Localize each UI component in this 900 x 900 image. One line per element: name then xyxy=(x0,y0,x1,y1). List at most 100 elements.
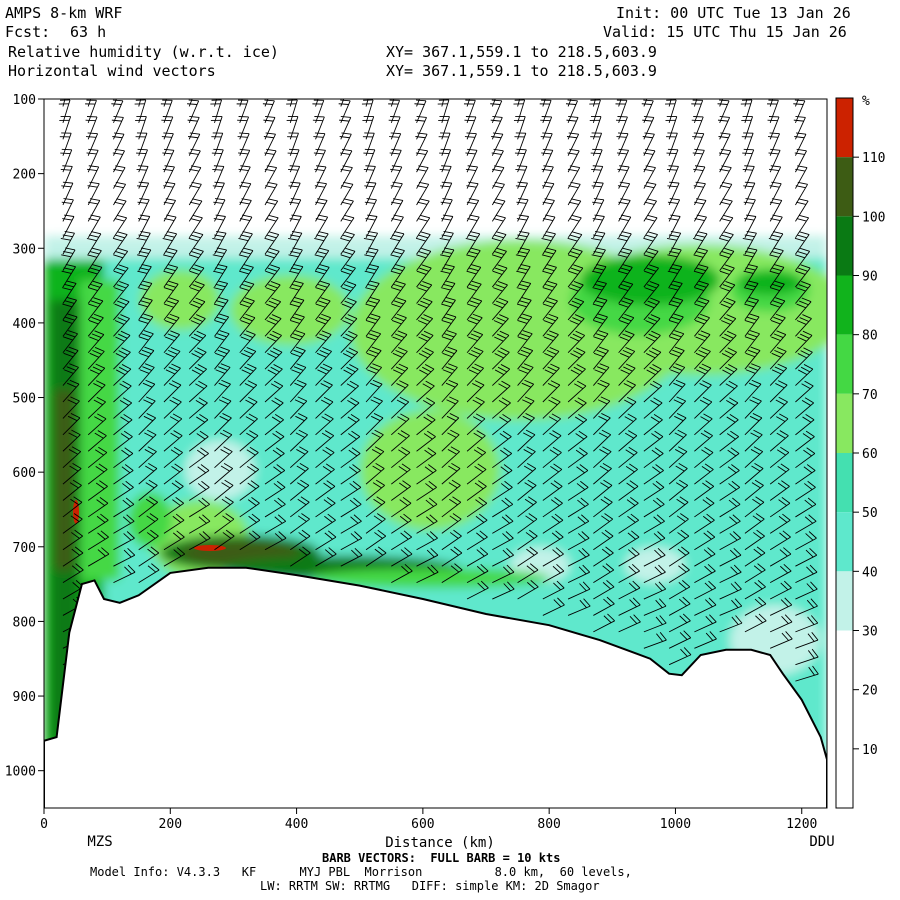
wind-barb-feather xyxy=(420,300,430,306)
wind-barb-feather xyxy=(524,396,535,402)
wind-barb-feather xyxy=(741,83,751,84)
wind-barb-feather xyxy=(544,251,554,255)
wind-barb xyxy=(542,183,555,206)
x-tick-label: 600 xyxy=(411,817,434,832)
wind-barb-feather xyxy=(803,449,812,457)
wind-barb-feather xyxy=(526,582,536,590)
wind-barb-feather xyxy=(119,399,129,406)
wind-barb-feather xyxy=(276,480,286,488)
wind-barb-feather xyxy=(648,264,659,269)
wind-barb-feather xyxy=(808,531,817,539)
wind-barb-feather xyxy=(93,383,103,389)
wind-barb-feather xyxy=(695,251,706,255)
colorbar-swatch xyxy=(836,571,853,631)
wind-barb-feather xyxy=(137,218,148,221)
wind-barb-feather xyxy=(548,399,558,406)
wind-barb-feather xyxy=(747,316,757,321)
wind-barb-feather xyxy=(667,201,678,204)
wind-barb-feather xyxy=(215,352,225,358)
wind-barb-feather xyxy=(666,238,677,241)
wind-barb-feather xyxy=(477,463,487,470)
wind-barb-feather xyxy=(365,320,376,324)
wind-barb-feather xyxy=(756,546,766,554)
wind-barb-feather xyxy=(425,397,436,404)
wind-barb-feather xyxy=(476,446,486,453)
colorbar-tick-label: 110 xyxy=(862,151,885,166)
wind-barb-feather xyxy=(225,513,235,520)
wind-barb-feather xyxy=(124,566,132,575)
wind-barb-feather xyxy=(801,297,812,303)
wind-barb-feather xyxy=(517,181,528,184)
wind-barb-feather xyxy=(419,369,429,375)
wind-barb-feather xyxy=(469,283,480,288)
wind-barb-feather xyxy=(65,333,76,338)
wind-barb-feather xyxy=(567,254,578,259)
wind-barb-feather xyxy=(804,380,814,387)
wind-barb-feather xyxy=(297,396,307,402)
wind-barb-feather xyxy=(518,214,529,217)
wind-barb-feather xyxy=(391,201,402,205)
wind-barb-feather xyxy=(342,336,353,342)
wind-barb-feather xyxy=(811,632,819,641)
wind-barb-feather xyxy=(125,497,135,505)
wind-barb-feather xyxy=(721,251,732,255)
wind-barb-feather xyxy=(519,300,530,304)
wind-barb-feather xyxy=(196,416,206,423)
wind-barb-feather xyxy=(694,287,704,292)
wind-barb-feather xyxy=(277,497,286,505)
wind-barb xyxy=(441,249,455,271)
wind-barb-feather xyxy=(602,565,611,573)
wind-barb-feather xyxy=(619,352,630,358)
wind-barb-feather xyxy=(695,234,706,238)
wind-barb-feather xyxy=(626,482,636,490)
wind-barb-feather xyxy=(365,287,375,291)
valid-time: Valid: 15 UTC Thu 15 Jan 26 xyxy=(603,23,847,41)
wind-barb-feather xyxy=(414,103,425,105)
wind-barb-feather xyxy=(66,280,77,284)
wind-barb-feather xyxy=(223,446,233,452)
wind-barb-feather xyxy=(466,185,477,188)
wind-barb-feather xyxy=(502,549,511,558)
wind-barb-feather xyxy=(652,466,661,474)
wind-barb-feather xyxy=(650,399,660,406)
wind-barb-feather xyxy=(577,516,586,524)
wind-barb-feather xyxy=(618,218,629,222)
wind-barb-feather xyxy=(163,132,174,135)
wind-barb-feather xyxy=(217,280,228,284)
wind-barb-feather xyxy=(722,198,733,202)
wind-barb-feather xyxy=(757,580,766,588)
wind-barb-feather xyxy=(87,254,98,258)
wind-barb-feather xyxy=(246,449,256,456)
wind-barb-feather xyxy=(499,314,509,319)
wind-barb-feather xyxy=(238,168,249,172)
wind-barb xyxy=(163,553,185,567)
wind-barb-feather xyxy=(574,383,584,390)
wind-barb-feather xyxy=(266,303,276,309)
xy-range-2: XY= 367.1,559.1 to 218.5,603.9 xyxy=(386,62,657,80)
wind-barb-feather xyxy=(298,532,307,539)
wind-barb-feather xyxy=(493,201,504,205)
wind-barb-feather xyxy=(198,499,207,507)
wind-barb-feather xyxy=(527,496,537,503)
wind-barb-feather xyxy=(119,281,129,286)
wind-barb xyxy=(491,99,496,107)
wind-barb-feather xyxy=(196,449,206,457)
wind-barb-feather xyxy=(241,369,251,375)
wind-barb-feather xyxy=(543,234,554,238)
wind-barb-feather xyxy=(122,380,132,387)
wind-barb-feather xyxy=(490,119,501,122)
wind-barb-feather xyxy=(673,313,684,318)
wind-barb-feather xyxy=(471,264,481,268)
wind-barb xyxy=(138,99,142,107)
wind-barb-feather xyxy=(191,353,201,359)
wind-barb-feather xyxy=(316,234,327,238)
wind-barb-feather xyxy=(745,198,756,201)
wind-barb-feather xyxy=(516,287,527,291)
wind-barb-feather xyxy=(324,515,333,523)
wind-barb-feather xyxy=(63,336,73,341)
wind-barb-feather xyxy=(67,415,78,422)
wind-barb-feather xyxy=(299,463,309,469)
wind-barb-feather xyxy=(673,297,683,301)
wind-barb-feather xyxy=(138,250,149,254)
wind-barb-feather xyxy=(807,616,815,625)
